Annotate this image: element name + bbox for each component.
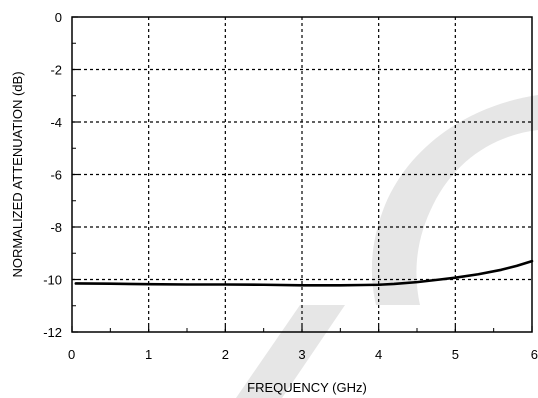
grid <box>72 17 532 332</box>
y-tick-label: 0 <box>55 10 62 25</box>
tick-labels: 0 1 2 3 4 5 6 0 -2 -4 -6 -8 -10 -12 <box>43 10 538 362</box>
x-tick-label: 6 <box>531 347 538 362</box>
y-tick-label: -10 <box>43 273 62 288</box>
watermark-layer <box>236 95 538 398</box>
x-tick-label: 3 <box>298 347 305 362</box>
x-tick-label: 4 <box>375 347 382 362</box>
y-axis-label: NORMALIZED ATTENUATION (dB) <box>10 71 25 277</box>
series-layer <box>74 259 534 287</box>
watermark-stroke-lower <box>236 305 345 398</box>
y-tick-label: -4 <box>50 115 62 130</box>
y-tick-label: -2 <box>50 63 62 78</box>
x-axis-label: FREQUENCY (GHz) <box>247 380 367 395</box>
attenuation-series-line <box>74 259 534 287</box>
x-tick-label: 1 <box>145 347 152 362</box>
x-tick-label: 0 <box>68 347 75 362</box>
x-tick-label: 5 <box>452 347 459 362</box>
x-tick-label: 2 <box>222 347 229 362</box>
y-tick-label: -6 <box>50 168 62 183</box>
watermark-stroke-upper <box>371 95 538 305</box>
y-tick-label: -8 <box>50 220 62 235</box>
y-tick-label: -12 <box>43 325 62 340</box>
axis-ticks <box>71 16 533 333</box>
